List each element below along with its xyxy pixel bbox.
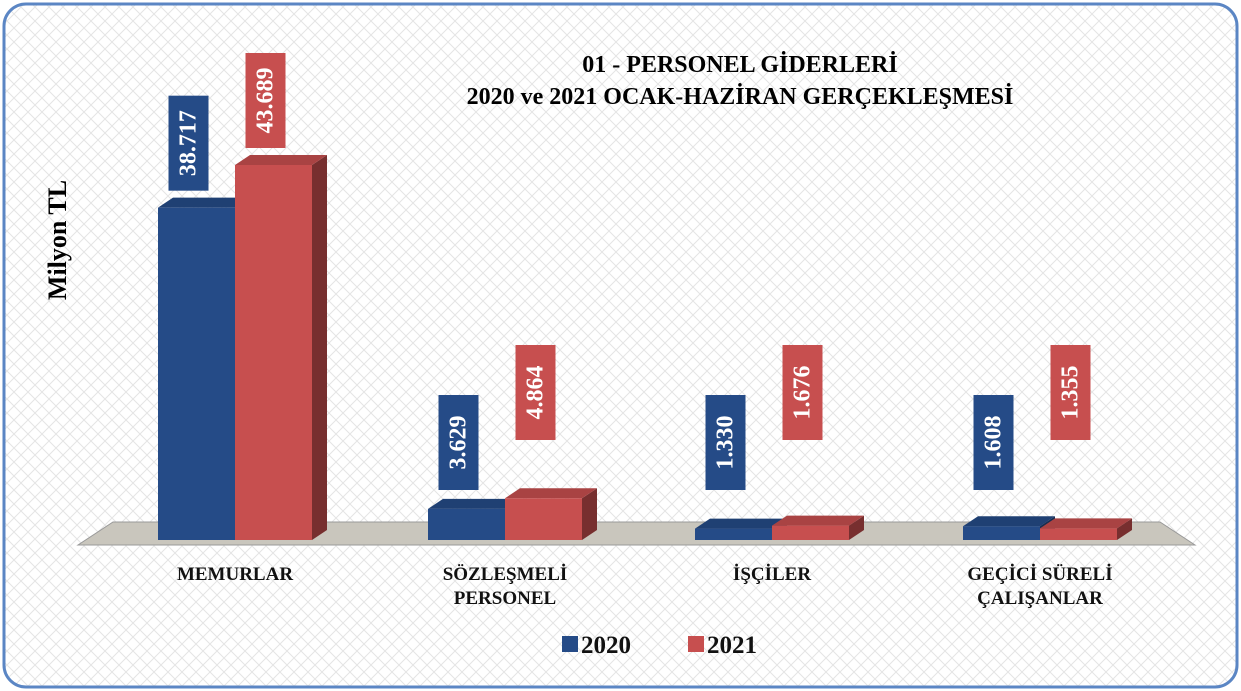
chart-subtitle: 2020 ve 2021 OCAK-HAZİRAN GERÇEKLEŞMESİ: [467, 84, 1014, 110]
bar-top: [158, 197, 250, 208]
data-label: 4.864: [523, 366, 549, 420]
bar-side: [582, 488, 597, 540]
bar: [772, 525, 849, 540]
bar-top: [772, 515, 864, 526]
bar: [235, 165, 312, 540]
data-label-box: [1050, 345, 1091, 440]
data-label: 1.355: [1058, 366, 1084, 420]
bar: [1040, 528, 1117, 540]
x-tick-label: GEÇİCİ SÜRELİ ÇALIŞANLAR: [967, 564, 1113, 609]
bar-top: [235, 155, 327, 165]
data-label: 38.717: [176, 110, 202, 176]
data-label-box: [782, 345, 823, 440]
bar-side: [1117, 518, 1132, 540]
bar: [963, 526, 1040, 540]
data-label: 1.330: [713, 416, 739, 470]
floor: [76, 521, 1197, 546]
bar-side: [312, 155, 327, 540]
data-label: 3.629: [446, 416, 472, 470]
x-tick-label: SÖZLEŞMELİ PERSONEL: [442, 564, 568, 609]
data-label: 1.676: [790, 366, 816, 420]
data-label-box: [438, 395, 479, 490]
bar: [695, 528, 772, 540]
legend-swatch: [688, 636, 704, 652]
data-label-box: [705, 395, 746, 490]
y-axis-label: Milyon TL: [43, 180, 72, 300]
legend-swatch: [562, 636, 578, 652]
bar-top: [505, 488, 597, 499]
data-label-box: [168, 95, 209, 191]
data-label: 1.608: [981, 416, 1007, 470]
legend-label: 2020: [581, 632, 631, 659]
bar-top: [963, 516, 1055, 527]
bar-top: [695, 518, 787, 529]
bar: [505, 498, 582, 540]
data-label-box: [515, 345, 556, 440]
x-tick-label: MEMURLAR: [176, 564, 294, 585]
data-label-box: [245, 53, 286, 148]
bar: [428, 508, 505, 540]
chart-title: 01 - PERSONEL GİDERLERİ: [582, 52, 897, 78]
bar-top: [1040, 518, 1132, 529]
legend-label: 2021: [707, 632, 757, 659]
data-label-box: [973, 395, 1014, 490]
bar: [158, 207, 235, 541]
data-label: 43.689: [253, 68, 279, 134]
bar-side: [849, 515, 864, 540]
bar-top: [428, 498, 520, 509]
x-tick-label: İŞÇİLER: [732, 564, 812, 585]
